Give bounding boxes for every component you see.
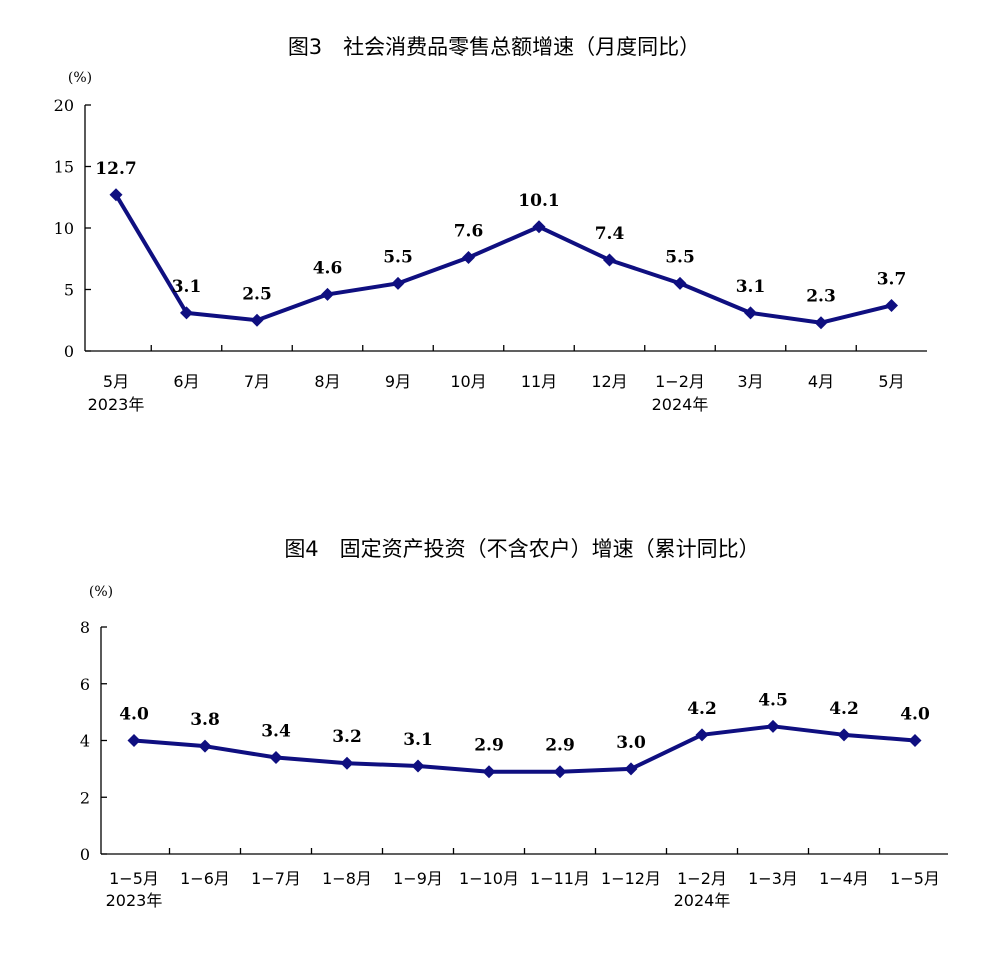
data-point-marker — [814, 316, 828, 330]
data-point-marker — [340, 756, 354, 770]
data-label: 10.1 — [518, 191, 559, 211]
data-point-marker — [744, 306, 757, 320]
data-point-marker — [250, 313, 264, 327]
y-tick-label: 0 — [64, 342, 74, 361]
data-label: 4.5 — [758, 690, 788, 710]
data-point-marker — [269, 751, 283, 765]
data-label: 3.1 — [172, 277, 202, 297]
data-label: 7.6 — [454, 222, 484, 242]
chart-title: 图3 社会消费品零售总额增速（月度同比） — [288, 35, 700, 59]
y-unit-label: (%) — [89, 584, 113, 600]
data-label: 3.4 — [261, 722, 291, 742]
x-tick-label: 9月 — [385, 372, 411, 391]
x-tick-label: 1−5月 — [890, 869, 940, 888]
x-tick-label: 1−11月 — [530, 869, 590, 888]
data-label: 3.8 — [190, 710, 220, 730]
data-label: 4.2 — [687, 699, 717, 719]
y-tick-label: 10 — [54, 219, 74, 238]
data-label: 3.7 — [877, 269, 907, 289]
series-line — [114, 193, 892, 325]
y-tick-label: 2 — [80, 788, 90, 807]
x-tick-label: 8月 — [314, 372, 340, 391]
data-point-marker — [411, 759, 425, 773]
data-label: 4.0 — [119, 705, 149, 725]
data-label: 5.5 — [665, 247, 695, 267]
data-label: 3.2 — [332, 727, 362, 747]
data-point-marker — [695, 728, 709, 742]
data-point-marker — [908, 734, 922, 747]
x-tick-label: 12月 — [591, 372, 627, 391]
data-label: 4.6 — [313, 258, 343, 278]
data-point-marker — [391, 276, 405, 290]
year-label: 2024年 — [652, 395, 709, 414]
y-tick-label: 5 — [64, 281, 74, 300]
x-tick-label: 11月 — [521, 372, 557, 391]
data-label: 2.9 — [474, 736, 504, 756]
data-point-marker — [109, 188, 123, 202]
x-tick-label: 10月 — [450, 372, 486, 391]
data-point-marker — [321, 287, 334, 301]
y-tick-label: 8 — [80, 618, 90, 637]
data-label: 4.2 — [829, 699, 859, 719]
data-label: 3.1 — [403, 730, 433, 750]
chart-title: 图4 固定资产投资（不含农户）增速（累计同比） — [284, 537, 759, 561]
year-label: 2023年 — [88, 395, 145, 414]
x-tick-label: 6月 — [173, 372, 199, 391]
data-label: 2.9 — [545, 736, 575, 756]
x-tick-label: 4月 — [808, 372, 834, 391]
year-label: 2023年 — [106, 891, 163, 910]
x-tick-label: 5月 — [103, 372, 129, 391]
y-tick-label: 6 — [80, 675, 90, 694]
x-tick-label: 1−2月 — [655, 372, 705, 391]
y-tick-label: 20 — [54, 96, 74, 115]
data-point-marker — [624, 762, 638, 776]
data-label: 3.0 — [616, 733, 646, 753]
data-point-marker — [462, 251, 475, 265]
y-unit-label: (%) — [68, 70, 92, 86]
year-label: 2024年 — [674, 891, 731, 910]
data-label: 2.3 — [806, 287, 836, 307]
data-label: 5.5 — [383, 247, 413, 267]
y-tick-label: 0 — [80, 845, 90, 864]
x-tick-label: 1−10月 — [459, 869, 519, 888]
data-label: 12.7 — [95, 159, 136, 179]
data-label: 4.0 — [900, 705, 930, 725]
y-tick-label: 4 — [80, 732, 90, 751]
x-tick-label: 1−5月 — [109, 869, 159, 888]
data-point-marker — [198, 739, 212, 753]
chart-retail-sales: 图3 社会消费品零售总额增速（月度同比） (%) 0 5 10 15 20 5月 6月 7月 8… — [54, 35, 927, 414]
data-point-marker — [127, 734, 141, 747]
data-label: 3.1 — [736, 277, 766, 297]
x-tick-label: 1−3月 — [748, 869, 798, 888]
x-tick-label: 3月 — [737, 372, 763, 391]
y-tick-label: 15 — [54, 158, 74, 177]
x-tick-label: 1−8月 — [322, 869, 372, 888]
series-line — [133, 724, 916, 774]
x-tick-label: 1−2月 — [677, 869, 727, 888]
x-tick-label: 1−7月 — [251, 869, 301, 888]
data-label: 2.5 — [242, 284, 272, 304]
x-tick-label: 5月 — [878, 372, 904, 391]
x-tick-label: 1−9月 — [393, 869, 443, 888]
data-point-marker — [603, 253, 616, 267]
data-point-marker — [885, 298, 898, 312]
chart-fixed-investment: 图4 固定资产投资（不含农户）增速（累计同比） (%) 0 2 4 6 8 1−5月 1−6… — [80, 537, 948, 910]
data-label: 7.4 — [595, 224, 625, 244]
data-point-marker — [766, 719, 780, 733]
x-tick-label: 1−6月 — [180, 869, 230, 888]
data-point-marker — [673, 276, 687, 290]
data-point-marker — [532, 220, 546, 234]
data-point-marker — [482, 765, 496, 779]
x-tick-label: 1−12月 — [601, 869, 661, 888]
x-tick-label: 1−4月 — [819, 869, 869, 888]
x-tick-label: 7月 — [244, 372, 270, 391]
data-point-marker — [180, 306, 193, 320]
data-point-marker — [837, 728, 851, 742]
data-point-marker — [553, 765, 567, 779]
